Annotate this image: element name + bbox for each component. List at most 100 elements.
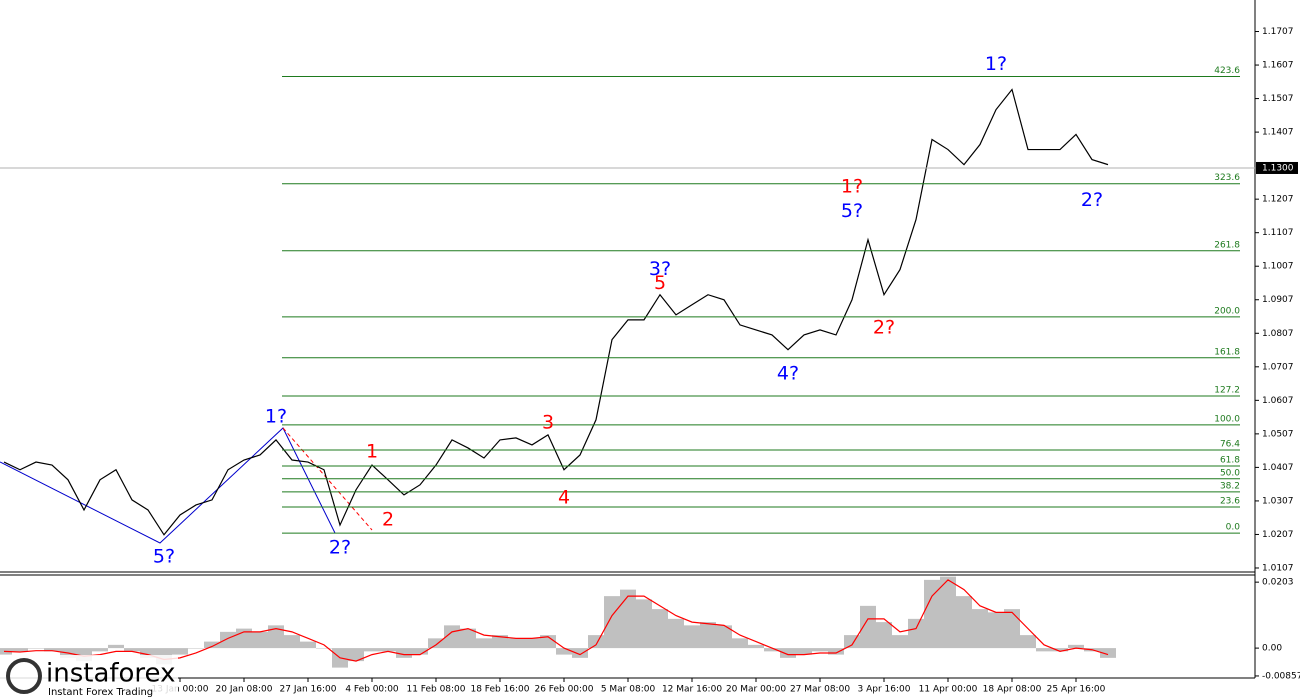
histogram-bar [140, 648, 156, 658]
histogram-bar [28, 648, 44, 649]
y-tick-label: 1.0307 [1262, 496, 1294, 506]
histogram-bar [204, 641, 220, 649]
last-price-box [1256, 161, 1298, 174]
y-tick-label: 1.1107 [1262, 228, 1294, 238]
y-tick-label: 1.1407 [1262, 128, 1294, 138]
x-tick-label: 11 Apr 00:00 [919, 685, 978, 695]
histogram-bar [284, 635, 300, 649]
histogram-bar [412, 648, 428, 655]
fib-label: 200.0 [1214, 306, 1240, 316]
histogram-bar [252, 631, 268, 649]
histogram-bar [860, 605, 876, 649]
fib-label: 0.0 [1226, 523, 1241, 533]
wave-label: 1? [841, 175, 863, 197]
histogram-bar [540, 635, 556, 649]
y-tick-label: -0.00857 [1262, 671, 1300, 681]
histogram-bar [1052, 648, 1068, 652]
x-tick-label: 12 Mar 16:00 [662, 685, 722, 695]
wave-label: 4? [777, 362, 799, 384]
histogram-bar [1036, 648, 1052, 652]
fib-label: 50.0 [1220, 468, 1240, 478]
price-line [3, 88, 1109, 536]
fib-label: 23.6 [1220, 496, 1240, 506]
y-tick-label: 0.00 [1262, 644, 1282, 654]
histogram-bar [12, 648, 28, 652]
x-tick-label: 11 Feb 08:00 [406, 685, 465, 695]
logo-icon [6, 658, 42, 694]
y-tick-label: 1.1707 [1262, 27, 1294, 37]
histogram-bar [780, 648, 796, 658]
histogram-bar [316, 648, 332, 649]
histogram-bar [572, 648, 588, 658]
histogram-bar [556, 648, 572, 655]
wave-label: 2? [1081, 189, 1103, 211]
fib-label: 100.0 [1214, 414, 1240, 424]
histogram-bar [508, 638, 524, 649]
histogram-bar [748, 644, 764, 649]
histogram-bar [124, 648, 140, 652]
histogram-bar [1100, 648, 1116, 658]
histogram-bar [1068, 644, 1084, 649]
fib-label: 261.8 [1214, 240, 1240, 250]
histogram-bar [812, 648, 828, 652]
fib-label: 161.8 [1214, 347, 1240, 357]
fib-label: 61.8 [1220, 456, 1240, 466]
histogram-bar [1020, 635, 1036, 649]
histogram-bar [604, 596, 620, 649]
y-tick-label: 1.0407 [1262, 463, 1294, 473]
histogram-bar [796, 648, 812, 655]
y-tick-label: 0.0203 [1262, 578, 1294, 588]
x-tick-label: 3 Apr 16:00 [858, 685, 911, 695]
fib-label: 127.2 [1214, 385, 1240, 395]
x-tick-label: 4 Feb 00:00 [345, 685, 399, 695]
y-tick-label: 1.0207 [1262, 530, 1294, 540]
brand: instaforex [46, 659, 175, 689]
histogram-bar [220, 631, 236, 649]
fib-label: 76.4 [1220, 439, 1240, 449]
histogram-bar [988, 612, 1004, 649]
histogram-bar [636, 599, 652, 649]
signal-line [3, 579, 1109, 662]
histogram-bar [268, 625, 284, 649]
histogram-bar [668, 618, 684, 649]
histogram-bar [492, 635, 508, 649]
histogram-bar [1004, 609, 1020, 649]
histogram-bar [108, 644, 124, 649]
wave-label: 5? [841, 200, 863, 222]
histogram-bar [300, 641, 316, 649]
y-tick-label: 1.0807 [1262, 329, 1294, 339]
histogram-bar [828, 648, 844, 655]
y-tick-label: 1.1007 [1262, 262, 1294, 272]
histogram-bar [44, 648, 60, 652]
wave-label: 1 [366, 440, 378, 462]
histogram-bar [940, 576, 956, 649]
y-tick-label: 1.0707 [1262, 362, 1294, 372]
wave-label: 2? [873, 316, 895, 338]
histogram-bar [476, 638, 492, 649]
histogram-bar [364, 648, 380, 652]
wave-label: 5? [153, 545, 175, 567]
wave-line [282, 427, 373, 531]
histogram-bar [348, 648, 364, 662]
histogram-bar [524, 638, 540, 649]
y-tick-label: 1.1507 [1262, 94, 1294, 104]
histogram-bar [844, 635, 860, 649]
histogram-bar [956, 596, 972, 649]
histogram-bar [764, 648, 780, 652]
histogram-bar [92, 648, 108, 652]
y-tick-label: 1.0607 [1262, 396, 1294, 406]
histogram-bar [732, 638, 748, 649]
wave-label: 3 [542, 411, 554, 433]
wave-label: 4 [558, 486, 570, 508]
histogram-bar [460, 628, 476, 649]
histogram-bar [620, 589, 636, 649]
fib-label: 423.6 [1214, 66, 1240, 76]
y-tick-label: 1.1207 [1262, 195, 1294, 205]
histogram-bar [908, 618, 924, 649]
y-tick-label: 1.0107 [1262, 563, 1294, 573]
wave-label: 3? [649, 258, 671, 280]
x-tick-label: 18 Apr 08:00 [983, 685, 1042, 695]
x-tick-label: 20 Mar 00:00 [726, 685, 786, 695]
histogram-bar [700, 622, 716, 649]
